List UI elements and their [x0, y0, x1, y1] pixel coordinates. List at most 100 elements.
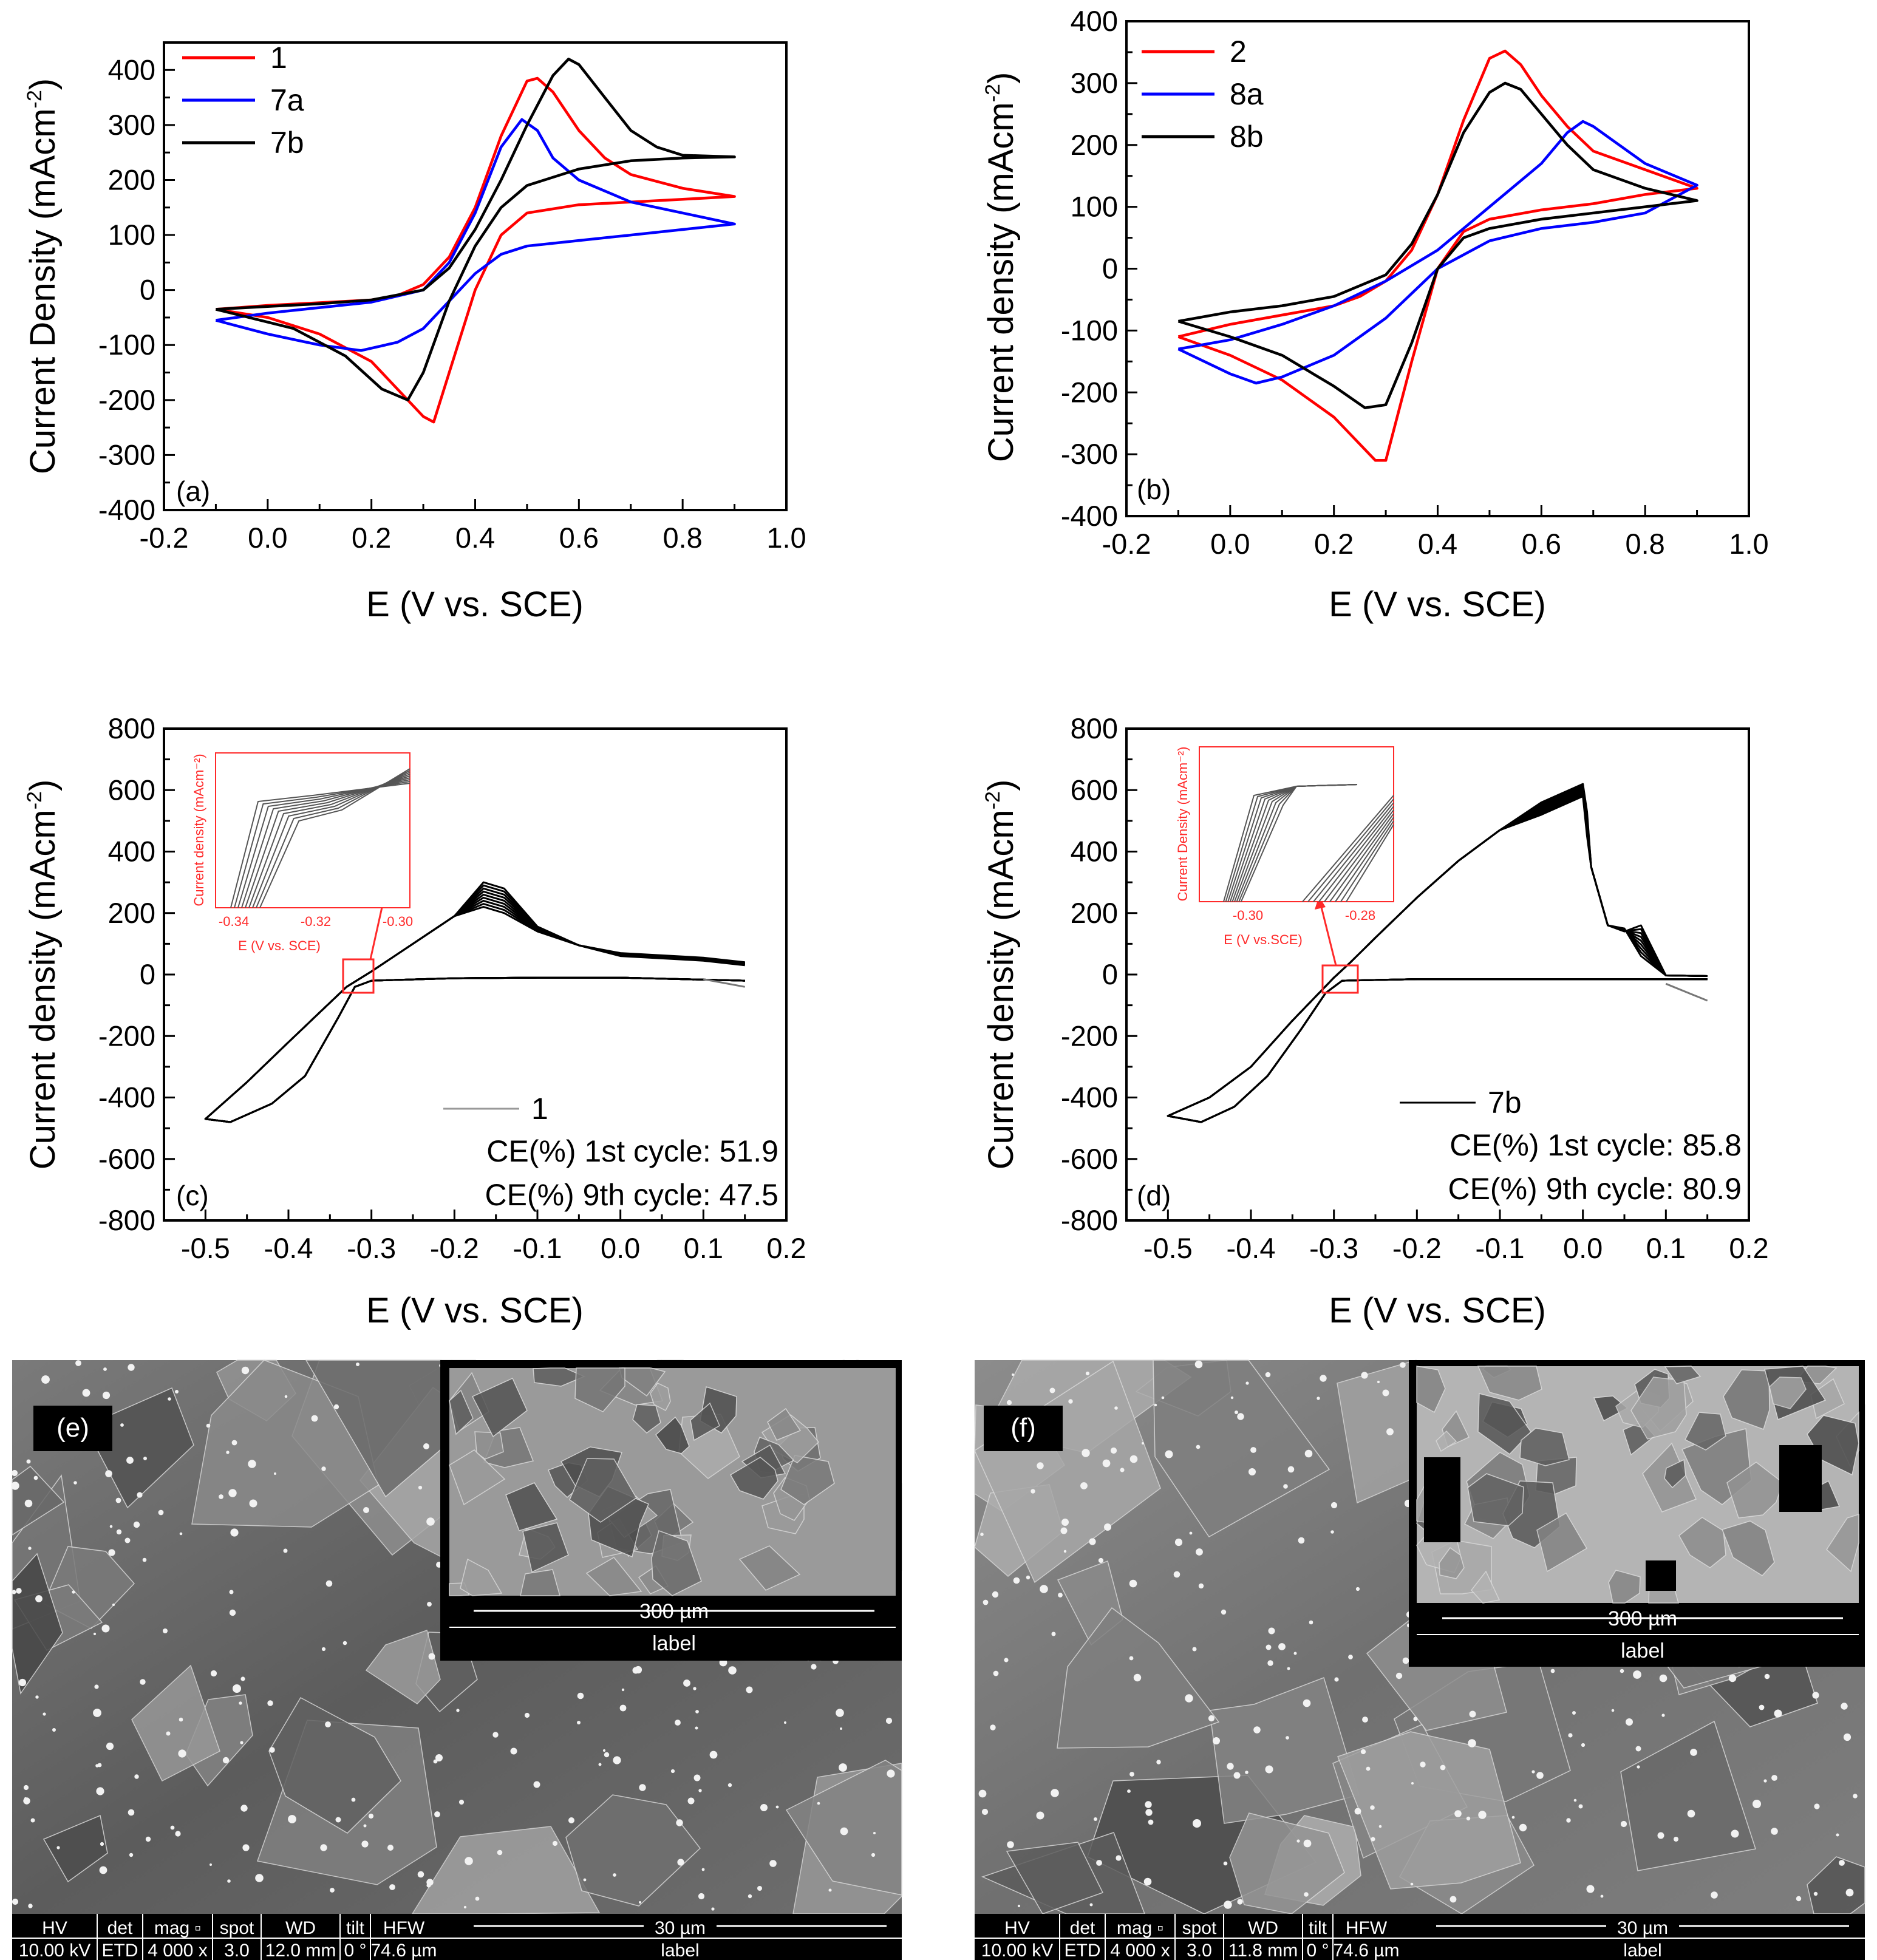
inset-line [1346, 824, 1394, 902]
sem-particle [1550, 1669, 1555, 1673]
sem-info-header: HV [1004, 1918, 1030, 1938]
sem-particle [1845, 1888, 1854, 1897]
sem-particle [775, 1805, 779, 1809]
sem-particle [693, 1687, 697, 1690]
sem-grain [474, 1431, 504, 1460]
sem-particle [1690, 1749, 1697, 1756]
sem-particle [1036, 1811, 1044, 1820]
x-axis-label: E (V vs. SCE) [1329, 585, 1546, 624]
sem-particle [1248, 1468, 1256, 1475]
sem-grain [131, 1664, 220, 1782]
y-tick-label: -200 [98, 1019, 155, 1052]
inset-y-label: Current Density (mAcm⁻²) [1175, 747, 1190, 902]
sem-particle [1382, 1389, 1389, 1397]
sem-particle [105, 1470, 112, 1477]
sem-particle [1004, 1658, 1009, 1662]
sem-particle [583, 1878, 587, 1882]
sem-particle [93, 1632, 97, 1636]
sem-particle [1519, 1823, 1527, 1832]
y-tick-label: -600 [98, 1143, 155, 1175]
x-tick-label: -0.5 [181, 1232, 230, 1264]
sem-particle [524, 1712, 530, 1718]
sem-grain [1664, 1458, 1686, 1489]
sem-particle [1063, 1550, 1067, 1553]
sem-grain [1807, 1415, 1859, 1476]
y-tick-label: -800 [1061, 1204, 1118, 1236]
sem-particle [978, 1789, 987, 1798]
sem-particle [1814, 1803, 1820, 1809]
sem-particle [100, 1842, 104, 1846]
inset-tick: -0.34 [219, 914, 249, 929]
x-tick-label: 1.0 [766, 522, 806, 554]
series-line-8a [1177, 120, 1698, 385]
sem-grain [585, 1557, 642, 1596]
sem-particle [1360, 1749, 1366, 1755]
sem-particle [458, 1799, 465, 1805]
ce-ninth-cycle: CE(%) 9th cycle: 80.9 [1448, 1172, 1742, 1206]
sem-particle [1196, 1548, 1203, 1556]
sem-particle [1661, 1713, 1665, 1717]
sem-info-header: mag ▫ [1117, 1918, 1163, 1938]
sem-inset-caption: label [1621, 1639, 1664, 1662]
sem-particle [330, 1888, 335, 1893]
sem-particle [670, 1769, 675, 1774]
legend-label-8b: 8b [1230, 120, 1264, 154]
sem-particle [1600, 1894, 1604, 1898]
sem-particle [1531, 1770, 1535, 1774]
sem-particle [231, 1440, 237, 1446]
sem-particle [698, 1789, 702, 1792]
x-tick-label: -0.3 [1309, 1232, 1358, 1264]
sem-particle [1468, 1739, 1476, 1747]
x-tick-label: 0.2 [1729, 1232, 1768, 1264]
sem-particle [175, 1831, 181, 1837]
sem-particle [1611, 1709, 1615, 1712]
sem-particle [41, 1375, 50, 1384]
sem-info-value: 4 000 x [1110, 1941, 1170, 1960]
sem-particle [1774, 1709, 1782, 1718]
sem-particle [387, 1845, 393, 1851]
sem-particle [1586, 1885, 1595, 1893]
sem-particle [1293, 1652, 1297, 1655]
sem-particle [12, 1590, 16, 1594]
sem-grain [43, 1814, 108, 1883]
sem-particle [1283, 1484, 1288, 1489]
y-tick-label: -200 [98, 384, 155, 416]
sem-inset-scale: 300 µm [1608, 1607, 1677, 1630]
panel-c: -0.5 -0.4 -0.3 -0.2 -0.1 0.0 0.1 0.2 -800 -600 -4… [23, 712, 806, 1330]
sem-particle [1378, 1825, 1382, 1828]
sem-particle [1763, 1779, 1767, 1783]
sem-particle [1114, 1406, 1118, 1410]
sem-particle [1731, 1829, 1739, 1838]
sem-particle [242, 1844, 250, 1851]
y-tick-label: 100 [108, 219, 155, 251]
panel-label: (b) [1137, 474, 1171, 505]
sem-grain [569, 1458, 637, 1523]
sem-particle [93, 1709, 101, 1717]
sem-particle [1040, 1585, 1048, 1593]
sem-panel-f: (f) 300 µm label HV 10.00 kV det ETD mag ▫ 4 … [974, 1359, 1865, 1960]
x-tick-label: 0.8 [1625, 528, 1664, 560]
sem-particle [1298, 1537, 1305, 1544]
sem-particle [1362, 1717, 1368, 1723]
sem-particle [701, 1868, 705, 1871]
sem-particle [840, 1727, 842, 1730]
sem-particle [426, 1883, 431, 1888]
series-line-2 [1177, 49, 1698, 462]
sem-particle [604, 1752, 610, 1758]
sem-particle [94, 1684, 99, 1689]
y-tick-label: 0 [1102, 253, 1118, 285]
sem-particle [1511, 1815, 1515, 1819]
sem-label-box [33, 1406, 112, 1451]
y-tick-label: 200 [108, 897, 155, 929]
series-line-8b [1177, 81, 1698, 409]
sem-particle [1635, 1746, 1641, 1752]
sem-particle [389, 1884, 395, 1890]
y-tick-label: -200 [1061, 1019, 1118, 1052]
sem-particle [1657, 1832, 1664, 1839]
ce-ninth-cycle: CE(%) 9th cycle: 47.5 [485, 1178, 778, 1212]
sem-grain [365, 1630, 441, 1704]
sem-particle [613, 1873, 616, 1877]
inset-frame [215, 752, 410, 908]
sem-particle [227, 1879, 231, 1883]
